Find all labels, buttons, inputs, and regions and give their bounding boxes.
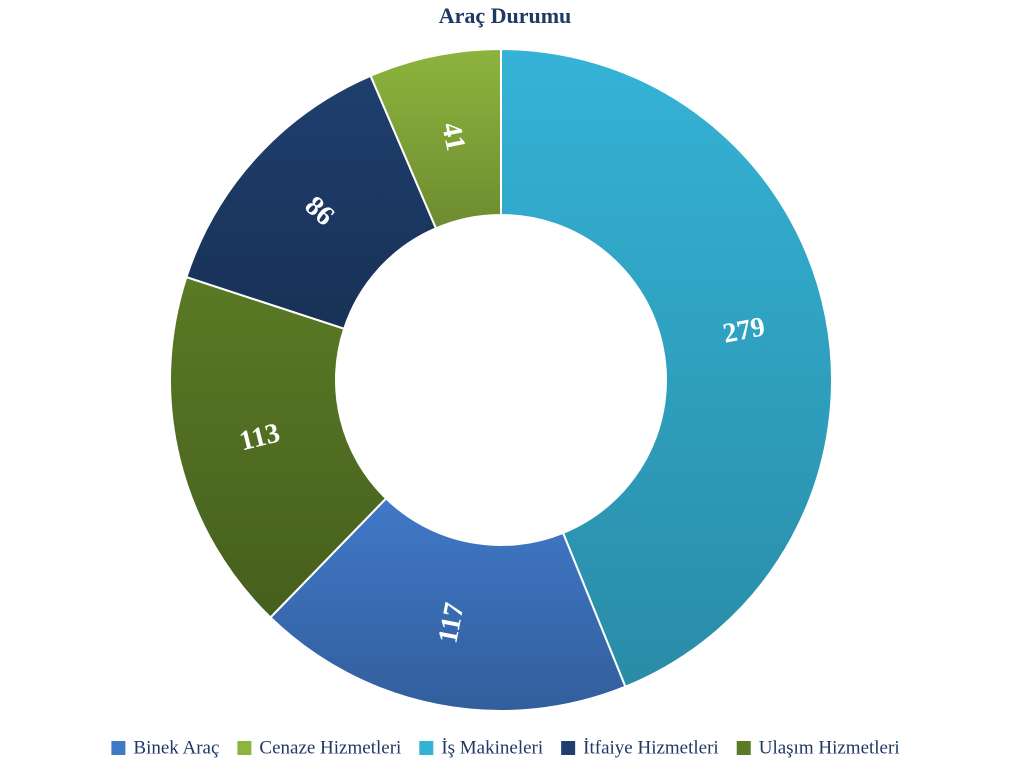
legend-swatch — [419, 741, 434, 755]
donut-slice — [269, 496, 627, 712]
data-label: 117 — [432, 600, 470, 646]
legend-swatch — [736, 741, 751, 755]
chart-title: Araç Durumu — [439, 3, 572, 28]
legend-label: İş Makineleri — [441, 737, 543, 758]
legend-swatch — [561, 741, 576, 755]
donut-slice — [369, 47, 502, 230]
donut-slice — [169, 275, 388, 619]
legend-label: İtfaiye Hizmetleri — [583, 737, 719, 758]
legend-label: Binek Araç — [133, 737, 219, 758]
donut-slice — [500, 47, 833, 689]
legend-swatch — [237, 741, 252, 755]
legend-label: Ulaşım Hizmetleri — [759, 737, 900, 758]
donut-slice — [185, 74, 438, 330]
legend-label: Cenaze Hizmetleri — [259, 737, 401, 758]
legend-swatch — [111, 741, 126, 755]
data-label: 41 — [435, 120, 471, 154]
